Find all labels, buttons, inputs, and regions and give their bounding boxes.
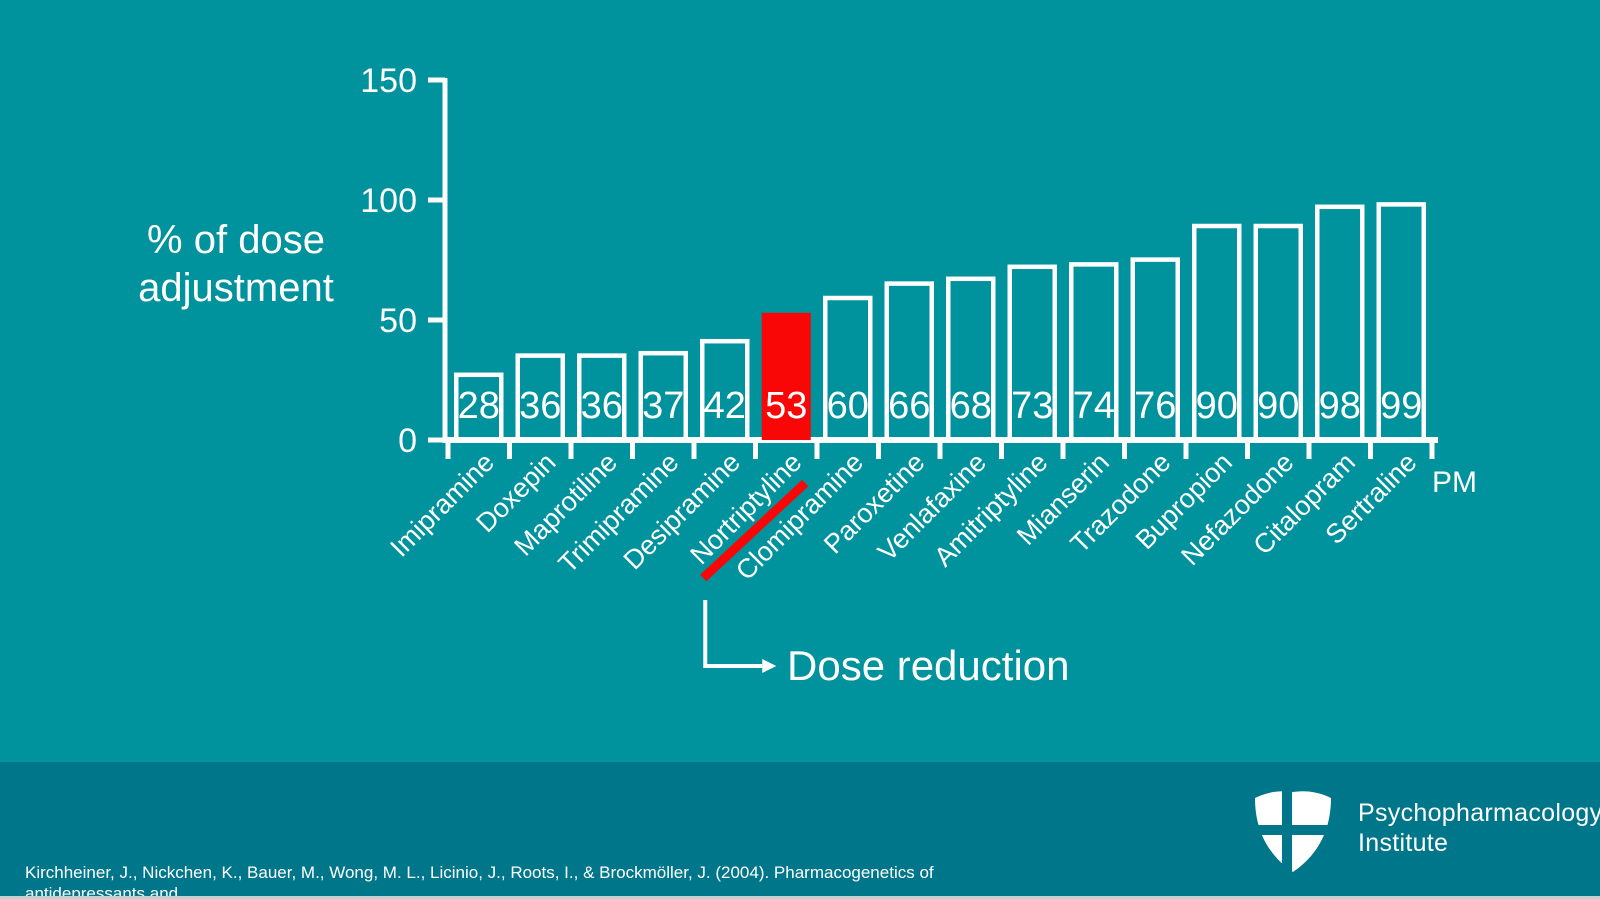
bar [577, 353, 627, 443]
bar [884, 281, 934, 443]
bar-value-label: 36 [581, 385, 623, 427]
bar [1376, 202, 1426, 443]
bar [638, 350, 688, 443]
bar [700, 338, 750, 443]
bar [454, 372, 504, 443]
bar-value-label: 74 [1073, 385, 1115, 427]
bar-value-label: 28 [458, 385, 500, 427]
y-axis-title: % of dose adjustment [138, 218, 334, 310]
shield-cross-icon [1253, 790, 1333, 874]
bar [1315, 204, 1365, 443]
footer-bar: Kirchheiner, J., Nickchen, K., Bauer, M.… [0, 762, 1600, 899]
pm-label: PM [1432, 466, 1477, 499]
bar [515, 353, 565, 443]
bar [823, 295, 873, 443]
bar-value-label: 42 [704, 385, 746, 427]
y-tick-label: 100 [360, 182, 417, 220]
bar-value-label: 98 [1319, 385, 1361, 427]
bar-value-label: 73 [1011, 385, 1053, 427]
bar-value-label: 76 [1134, 385, 1176, 427]
bar [946, 276, 996, 443]
logo-text: Psychopharmacology Institute [1358, 798, 1600, 858]
bar-value-label: 90 [1257, 385, 1299, 427]
y-tick-label: 150 [360, 62, 417, 100]
bar-value-label: 36 [519, 385, 561, 427]
bar-highlighted [761, 312, 811, 440]
bar [1130, 257, 1180, 443]
annotation-arrow-head [762, 659, 777, 673]
dose-reduction-label: Dose reduction [787, 642, 1070, 689]
bar-value-label: 68 [950, 385, 992, 427]
citation-line1: Kirchheiner, J., Nickchen, K., Bauer, M.… [25, 863, 939, 899]
bar [1007, 264, 1057, 443]
bottom-strip [0, 896, 1600, 899]
citation: Kirchheiner, J., Nickchen, K., Bauer, M.… [25, 820, 985, 899]
bar-value-label: 66 [888, 385, 930, 427]
logo-line2: Institute [1358, 829, 1449, 857]
highlight-underline [700, 479, 809, 582]
institute-logo: Psychopharmacology Institute [1253, 790, 1600, 874]
annotation-arrow-line [703, 600, 763, 668]
bar [1192, 223, 1242, 443]
bar [1253, 223, 1303, 443]
y-tick-label: 50 [379, 302, 417, 340]
bar-value-label: 90 [1196, 385, 1238, 427]
bar-value-label: 53 [765, 385, 807, 427]
logo-line1: Psychopharmacology [1358, 799, 1600, 827]
y-tick-label: 0 [398, 422, 417, 460]
bar-value-label: 99 [1380, 385, 1422, 427]
bar-value-label: 60 [827, 385, 869, 427]
bar [1069, 262, 1119, 443]
bar-value-label: 37 [642, 385, 684, 427]
